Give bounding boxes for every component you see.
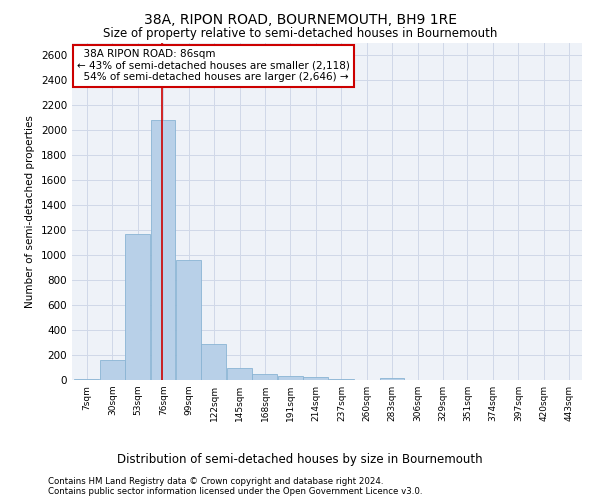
- Bar: [125, 234, 150, 380]
- Bar: [151, 120, 175, 380]
- Text: 38A RIPON ROAD: 86sqm
← 43% of semi-detached houses are smaller (2,118)
  54% of: 38A RIPON ROAD: 86sqm ← 43% of semi-deta…: [77, 50, 350, 82]
- Bar: [176, 260, 201, 380]
- Bar: [202, 344, 226, 380]
- Bar: [253, 374, 277, 380]
- Bar: [278, 376, 302, 380]
- Text: Contains HM Land Registry data © Crown copyright and database right 2024.: Contains HM Land Registry data © Crown c…: [48, 478, 383, 486]
- Bar: [380, 378, 404, 380]
- Y-axis label: Number of semi-detached properties: Number of semi-detached properties: [25, 115, 35, 308]
- Text: Distribution of semi-detached houses by size in Bournemouth: Distribution of semi-detached houses by …: [117, 452, 483, 466]
- Bar: [303, 377, 328, 380]
- Text: Size of property relative to semi-detached houses in Bournemouth: Size of property relative to semi-detach…: [103, 28, 497, 40]
- Text: 38A, RIPON ROAD, BOURNEMOUTH, BH9 1RE: 38A, RIPON ROAD, BOURNEMOUTH, BH9 1RE: [143, 12, 457, 26]
- Text: Contains public sector information licensed under the Open Government Licence v3: Contains public sector information licen…: [48, 488, 422, 496]
- Bar: [100, 360, 125, 380]
- Bar: [227, 368, 252, 380]
- Bar: [74, 379, 99, 380]
